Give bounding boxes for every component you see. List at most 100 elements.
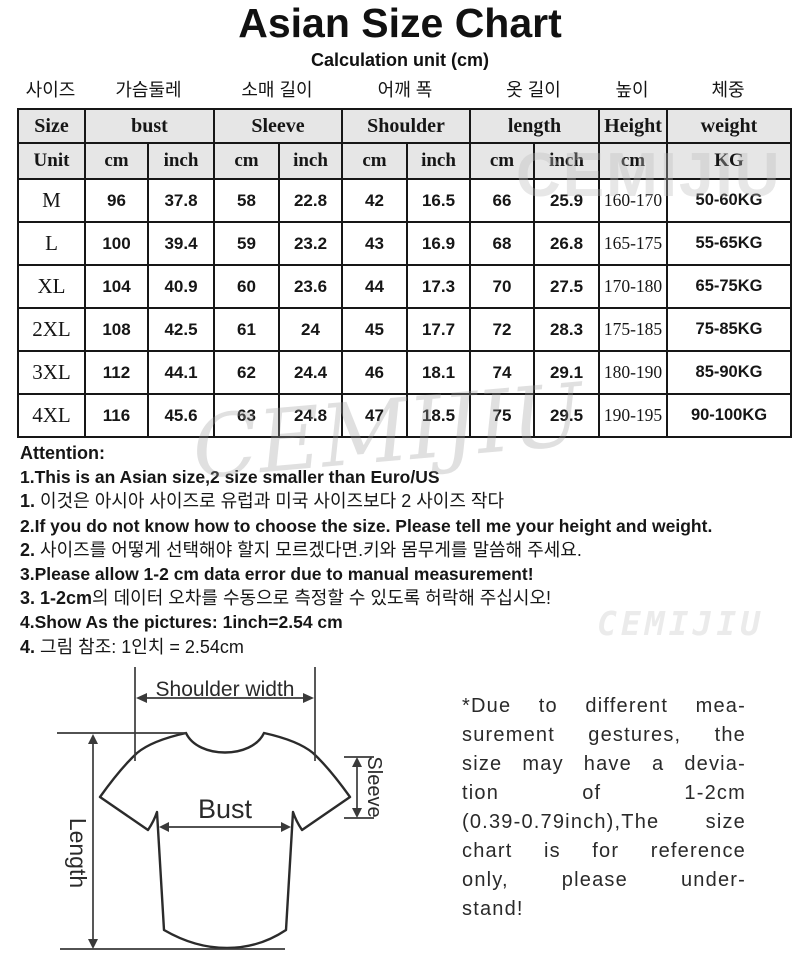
- cell: 24: [278, 307, 344, 352]
- cell: 68: [469, 221, 536, 266]
- unit-cell: inch: [278, 142, 344, 180]
- cell: 112: [84, 350, 149, 395]
- sleeve-measure: [344, 756, 374, 819]
- cell: 43: [341, 221, 409, 266]
- cell: 96: [84, 178, 149, 223]
- unit-cell: inch: [533, 142, 601, 180]
- cell: 85-90KG: [666, 350, 793, 395]
- deviation-note-line: stand!: [462, 898, 524, 920]
- cell: 47: [341, 393, 409, 438]
- deviation-note: *Due to different mea- surement gestures…: [462, 692, 746, 924]
- deviation-note-line: surement gestures, the: [462, 724, 746, 746]
- cell: 24.4: [278, 350, 344, 395]
- cell: 160-170: [598, 178, 669, 223]
- attention-heading: Attention:: [20, 443, 105, 463]
- unit-cell: cm: [341, 142, 409, 180]
- arrowhead: [88, 939, 98, 949]
- cell: 50-60KG: [666, 178, 793, 223]
- arrowhead: [352, 808, 362, 818]
- cell: M: [17, 178, 86, 223]
- cell: 90-100KG: [666, 393, 793, 438]
- tshirt-diagram-svg: Shoulder width Bust Length Sleeve: [57, 667, 385, 950]
- cell: 55-65KG: [666, 221, 793, 266]
- deviation-note-line: chart is for reference: [462, 840, 746, 862]
- korean-label-height: 높이: [615, 80, 649, 100]
- shoulder-width-label: Shoulder width: [156, 678, 295, 701]
- cell: 18.5: [406, 393, 472, 438]
- deviation-note-line: *Due to different mea-: [462, 695, 746, 717]
- arrowhead: [159, 822, 169, 832]
- table-row-m: M 96 37.8 58 22.8 42 16.5 66 25.9 160-17…: [17, 178, 793, 223]
- deviation-note-line: size may have a devia-: [462, 753, 746, 775]
- attention-line-en-4: 4.Show As the pictures: 1inch=2.54 cm: [20, 612, 343, 633]
- bust-label: Bust: [198, 794, 253, 824]
- cell: 17.3: [406, 264, 472, 309]
- arrowhead: [281, 822, 291, 832]
- unit-cell: KG: [666, 142, 793, 180]
- korean-label-row: 사이즈 가슴둘레 소매 길이 어깨 폭 옷 길이 높이 체중: [17, 76, 790, 102]
- cell: 24.8: [278, 393, 344, 438]
- cell: 175-185: [598, 307, 669, 352]
- cell: 63: [213, 393, 281, 438]
- cell: 61: [213, 307, 281, 352]
- header-shoulder: Shoulder: [341, 108, 472, 144]
- unit-cell: Unit: [17, 142, 86, 180]
- table-row-2xl: 2XL 108 42.5 61 24 45 17.7 72 28.3 175-1…: [17, 307, 793, 352]
- shoulder-width-measure: [134, 667, 316, 761]
- cell: 39.4: [146, 221, 216, 266]
- cell: 42: [341, 178, 409, 223]
- header-weight: weight: [666, 108, 793, 144]
- unit-cell: inch: [406, 142, 472, 180]
- korean-label-size: 사이즈: [25, 80, 76, 100]
- korean-label-shoulder: 어깨 폭: [377, 80, 433, 100]
- length-label: Length: [65, 818, 91, 888]
- korean-label-sleeve: 소매 길이: [241, 80, 313, 100]
- attention-line-kr-1: 1. 이것은 아시아 사이즈로 유럽과 미국 사이즈보다 2 사이즈 작다: [20, 491, 505, 512]
- cell: 44: [341, 264, 409, 309]
- table-group-header-row: Size bust Sleeve Shoulder length Height …: [17, 108, 793, 144]
- cell: 16.9: [406, 221, 472, 266]
- arrowhead: [352, 757, 362, 767]
- cell: 66: [469, 178, 536, 223]
- cell: 3XL: [17, 350, 86, 395]
- cell: 40.9: [146, 264, 216, 309]
- cell: 65-75KG: [666, 264, 793, 309]
- attention-line-kr-2: 2. 사이즈를 어떻게 선택해야 할지 모르겠다면.키와 몸무게를 말씀해 주세…: [20, 539, 582, 560]
- cell: 29.1: [533, 350, 601, 395]
- size-table: Size bust Sleeve Shoulder length Height …: [17, 108, 793, 438]
- cell: 60: [213, 264, 281, 309]
- unit-cell: cm: [598, 142, 669, 180]
- cell: 46: [341, 350, 409, 395]
- cell: 18.1: [406, 350, 472, 395]
- table-row-xl: XL 104 40.9 60 23.6 44 17.3 70 27.5 170-…: [17, 264, 793, 309]
- unit-cell: cm: [84, 142, 149, 180]
- cell: 116: [84, 393, 149, 438]
- korean-label-bust: 가슴둘레: [115, 80, 182, 100]
- cell: 2XL: [17, 307, 86, 352]
- cell: 25.9: [533, 178, 601, 223]
- cell: 59: [213, 221, 281, 266]
- cell: 37.8: [146, 178, 216, 223]
- cell: 104: [84, 264, 149, 309]
- cell: 26.8: [533, 221, 601, 266]
- tshirt-measurement-diagram: Shoulder width Bust Length Sleeve: [0, 665, 460, 957]
- cell: 165-175: [598, 221, 669, 266]
- attention-line-kr-3: 3. 1-2cm의 데이터 오차를 수동으로 측정할 수 있도록 허락해 주십시…: [20, 588, 552, 609]
- header-bust: bust: [83, 108, 216, 144]
- header-size: Size: [17, 108, 86, 144]
- cell: 45: [341, 307, 409, 352]
- cell: 108: [84, 307, 149, 352]
- cell: L: [17, 221, 86, 266]
- cell: 180-190: [598, 350, 669, 395]
- deviation-note-line: (0.39-0.79inch),The size: [462, 811, 746, 833]
- cell: 62: [213, 350, 281, 395]
- table-row-4xl: 4XL 116 45.6 63 24.8 47 18.5 75 29.5 190…: [17, 393, 793, 438]
- cell: 170-180: [598, 264, 669, 309]
- cell: 27.5: [533, 264, 601, 309]
- cell: 72: [469, 307, 536, 352]
- table-row-3xl: 3XL 112 44.1 62 24.4 46 18.1 74 29.1 180…: [17, 350, 793, 395]
- attention-line-kr-4: 4. 그림 참조: 1인치 = 2.54cm: [20, 636, 244, 657]
- unit-cell: inch: [146, 142, 216, 180]
- attention-line-en-1: 1.This is an Asian size,2 size smaller t…: [20, 467, 440, 488]
- header-length: length: [469, 108, 601, 144]
